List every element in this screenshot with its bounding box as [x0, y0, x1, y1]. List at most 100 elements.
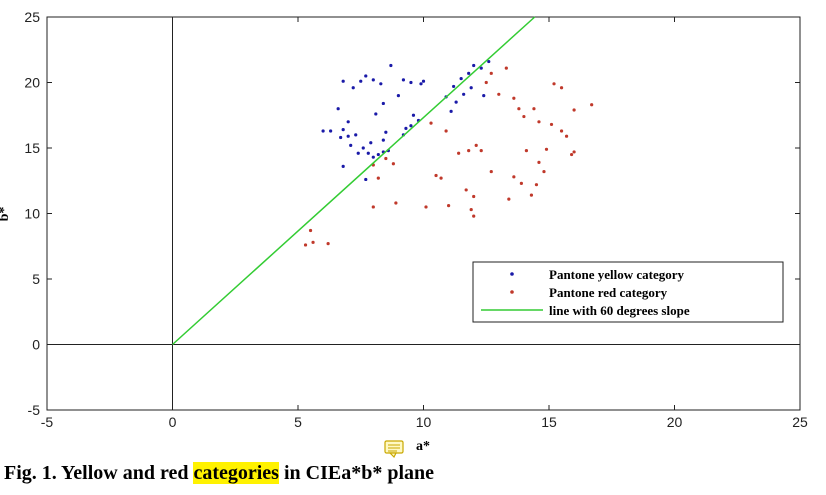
red-category-point [542, 169, 546, 174]
red-category-point [376, 176, 380, 180]
red-category-point [394, 201, 398, 205]
red-category-point [447, 204, 451, 208]
y-tick-label: 0 [32, 337, 40, 353]
yellow-category-point [472, 63, 476, 68]
yellow-category-point [341, 164, 345, 168]
red-category-point [311, 240, 315, 244]
legend-box [472, 261, 784, 323]
red-category-point [572, 150, 576, 154]
y-axis-label: b* [0, 207, 12, 222]
axis-ticks: -5 0 5 10 15 20 25 -5 0 5 10 15 20 25 [24, 9, 808, 430]
yellow-category-point [351, 86, 355, 90]
yellow-category-point [354, 133, 358, 137]
x-tick-label: 15 [541, 414, 557, 430]
yellow-category-point [341, 79, 345, 83]
yellow-category-point [356, 151, 360, 155]
red-category-point [457, 151, 461, 155]
yellow-category-point [364, 177, 368, 182]
yellow-category-point [469, 86, 473, 90]
red-category-point [532, 107, 536, 111]
yellow-category-point [379, 82, 383, 86]
yellow-category-point [329, 129, 333, 133]
yellow-category-point [482, 94, 486, 98]
red-category-point [517, 107, 521, 111]
red-category-point [464, 188, 468, 192]
x-tick-label: 5 [294, 414, 302, 430]
red-category-point [537, 120, 541, 124]
red-category-point [497, 92, 501, 96]
red-category-point [512, 175, 516, 179]
y-tick-label: 5 [32, 271, 40, 287]
yellow-category-point [374, 112, 378, 116]
red-category-point [552, 82, 556, 86]
x-tick-label: 25 [792, 414, 808, 430]
yellow-category-point [366, 151, 370, 155]
red-category-point [489, 169, 493, 174]
plot-area-border [46, 16, 801, 411]
red-category-point [424, 205, 428, 209]
yellow-category-point [369, 141, 373, 145]
red-category-point [474, 143, 478, 147]
yellow-category-point [411, 113, 416, 117]
yellow-category-point [361, 146, 365, 150]
red-category-point [572, 108, 576, 112]
red-category-point [512, 96, 516, 100]
yellow-category-point [479, 66, 483, 70]
axes-frame [46, 16, 801, 411]
yellow-category-point [364, 74, 368, 78]
red-category-point [559, 86, 564, 90]
yellow-category-point [462, 92, 466, 96]
x-tick-label: 10 [416, 414, 432, 430]
red-category-point [549, 122, 554, 127]
y-tick-label: 15 [24, 140, 40, 156]
x-tick-label: -5 [41, 414, 54, 430]
data-marks [171, 16, 594, 346]
x-tick-label: 20 [667, 414, 683, 430]
red-category-point [590, 103, 594, 107]
yellow-category-point [401, 78, 406, 82]
yellow-category-point [336, 107, 340, 111]
red-category-point [384, 156, 388, 161]
red-category-point [484, 80, 488, 85]
red-category-point [326, 242, 330, 246]
y-tick-label: 10 [24, 206, 40, 222]
red-category-point [559, 129, 564, 133]
y-tick-label: 20 [24, 75, 40, 91]
legend: Pantone yellow category Pantone red categ… [472, 261, 784, 323]
red-category-point [434, 173, 438, 178]
red-category-point [534, 183, 539, 187]
red-category-point [529, 193, 534, 197]
x-tick-label: 0 [169, 414, 177, 430]
red-category-point [472, 194, 476, 199]
red-category-point [371, 205, 375, 209]
yellow-category-point [384, 130, 388, 134]
legend-point-swatch [510, 290, 514, 294]
yellow-category-point [389, 63, 393, 68]
red-category-point [564, 134, 569, 138]
caption-prefix: Fig. 1. Yellow and red [4, 462, 194, 484]
yellow-category-point [349, 143, 353, 147]
red-category-point [308, 228, 313, 233]
caption-highlighted-word[interactable]: categories [193, 462, 279, 484]
y-tick-label: 25 [24, 9, 40, 25]
yellow-category-point [376, 152, 380, 157]
comment-note-icon[interactable] [384, 440, 404, 458]
legend-point-swatch [510, 272, 514, 276]
yellow-category-point [449, 109, 453, 113]
red-category-point [504, 66, 508, 70]
yellow-category-point [321, 129, 325, 133]
figure-caption: Fig. 1. Yellow and red categories in CIE… [4, 462, 434, 485]
red-category-point [472, 214, 476, 218]
yellow-category-point [371, 78, 375, 82]
yellow-category-point [452, 84, 456, 89]
slope-line [171, 16, 536, 346]
legend-label: Pantone yellow category [549, 267, 685, 282]
red-category-point [569, 152, 574, 157]
yellow-category-point [467, 71, 471, 75]
red-category-point [479, 149, 483, 153]
red-category-point [522, 114, 526, 119]
red-category-point [467, 149, 471, 153]
yellow-category-point [409, 80, 413, 85]
yellow-category-point [371, 155, 375, 159]
